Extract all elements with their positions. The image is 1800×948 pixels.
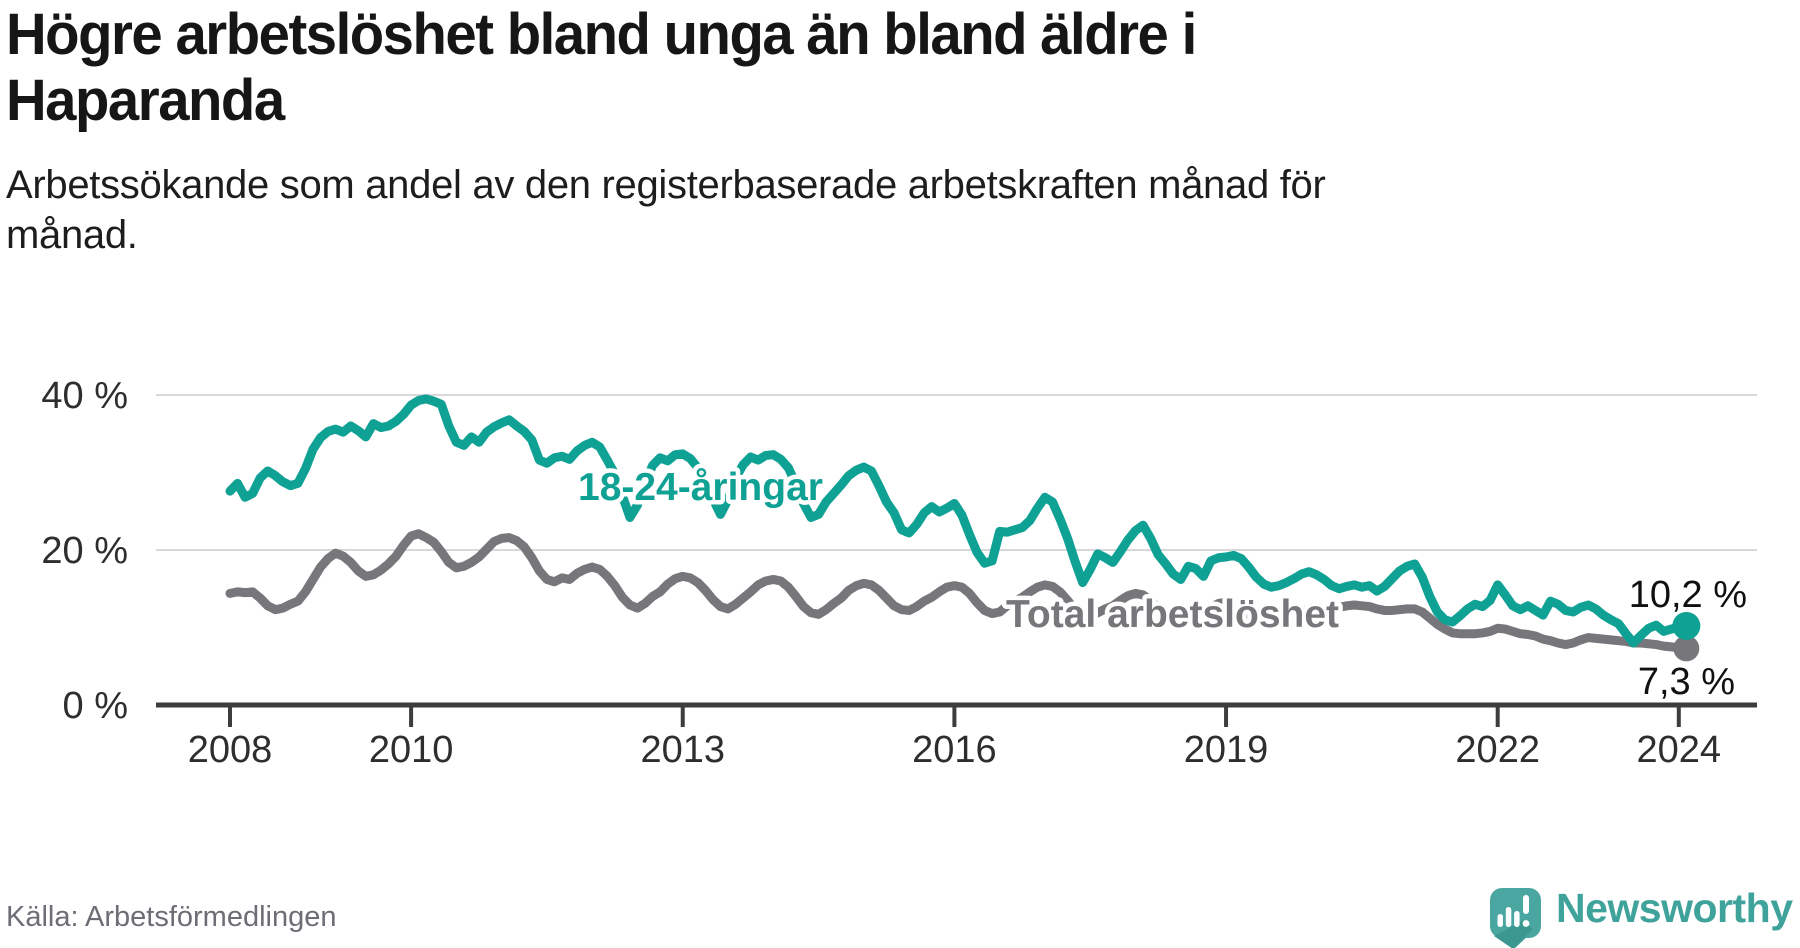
subtitle-line-1: Arbetssökande som andel av den registerb… (6, 163, 1326, 207)
x-axis-label: 2013 (640, 729, 725, 771)
logo-barchart-icon (1497, 895, 1530, 927)
page-title: Högre arbetslöshet bland unga än bland ä… (6, 2, 1519, 134)
x-axis-label: 2019 (1184, 729, 1269, 771)
series-line-total (225, 529, 1691, 653)
title-line-2: Haparanda (6, 68, 285, 134)
series-endpoint-dot-total (1673, 635, 1700, 662)
y-axis-label: 40 % (41, 375, 128, 417)
end-value-label-youth: 10,2 % (1629, 574, 1747, 616)
newsworthy-logo: Newsworthy (1490, 885, 1794, 948)
title-line-1: Högre arbetslöshet bland unga än bland ä… (6, 2, 1197, 67)
x-axis-label: 2010 (369, 729, 454, 771)
x-axis-label: 2008 (188, 729, 273, 771)
x-axis-label: 2016 (912, 729, 997, 771)
source-note: Källa: Arbetsförmedlingen (6, 901, 337, 933)
chart-subtitle: Arbetssökande som andel av den registerb… (6, 161, 1566, 260)
brand-wordmark: Newsworthy (1556, 885, 1793, 931)
y-axis-label: 20 % (41, 530, 128, 572)
series-label-total: Total arbetslöshet (1006, 593, 1339, 636)
end-value-label-total: 7,3 % (1638, 661, 1735, 703)
series-label-youth: 18-24-åringar (578, 466, 823, 509)
x-axis-label: 2024 (1637, 729, 1722, 771)
logo-bubble-shadow (1494, 921, 1533, 948)
y-axis-label: 0 % (63, 685, 128, 727)
series-line-youth (225, 394, 1691, 648)
series-endpoint-dot-youth (1672, 611, 1701, 640)
x-axis-label: 2022 (1455, 729, 1540, 771)
subtitle-line-2: månad. (6, 212, 138, 257)
